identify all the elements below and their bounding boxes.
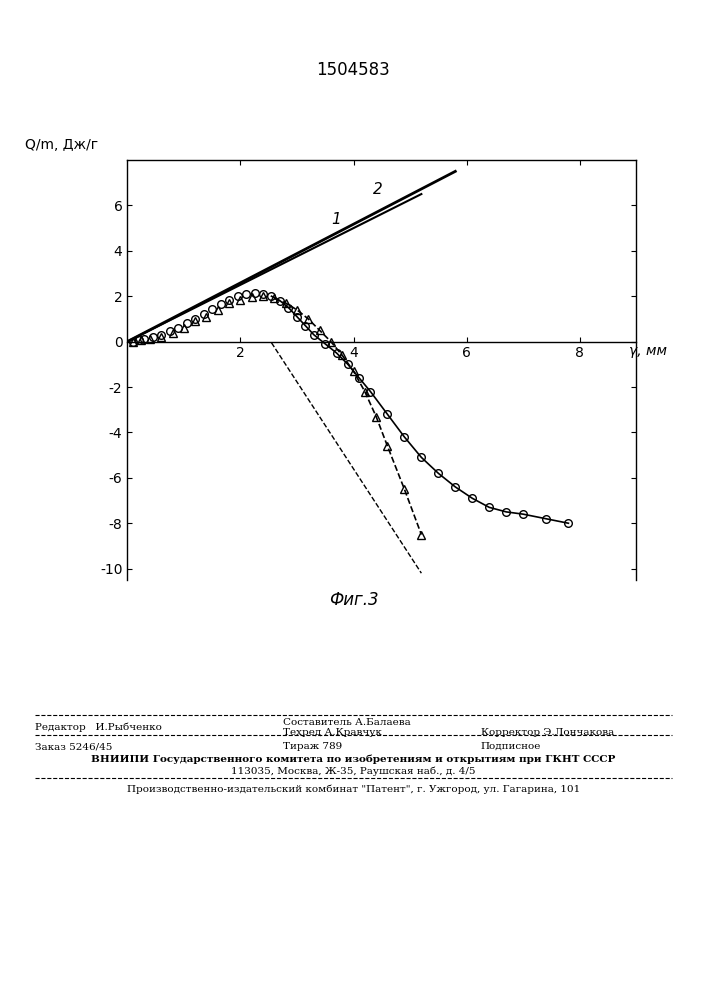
Text: 2: 2 — [373, 182, 383, 197]
Text: Производственно-издательский комбинат "Патент", г. Ужгород, ул. Гагарина, 101: Производственно-издательский комбинат "П… — [127, 785, 580, 794]
Text: Фиг.3: Фиг.3 — [329, 591, 378, 609]
Text: ВНИИПИ Государственного комитета по изобретениям и открытиям при ГКНТ СССР: ВНИИПИ Государственного комитета по изоб… — [91, 755, 616, 764]
Text: Тираж 789: Тираж 789 — [283, 742, 342, 751]
Text: 1504583: 1504583 — [317, 61, 390, 79]
Text: Q/m, Дж/г: Q/m, Дж/г — [25, 138, 98, 152]
Text: Техред А.Кравчук: Техред А.Кравчук — [283, 728, 382, 737]
Text: 1: 1 — [331, 212, 341, 227]
Text: Составитель А.Балаева: Составитель А.Балаева — [283, 718, 411, 727]
Text: Редактор   И.Рыбченко: Редактор И.Рыбченко — [35, 722, 162, 732]
Text: Заказ 5246/45: Заказ 5246/45 — [35, 742, 112, 751]
Text: Подписное: Подписное — [481, 742, 541, 751]
Text: Корректор Э.Лончакова: Корректор Э.Лончакова — [481, 728, 614, 737]
Text: 113035, Москва, Ж-35, Раушская наб., д. 4/5: 113035, Москва, Ж-35, Раушская наб., д. … — [231, 766, 476, 776]
Text: γ, мм: γ, мм — [629, 344, 667, 358]
